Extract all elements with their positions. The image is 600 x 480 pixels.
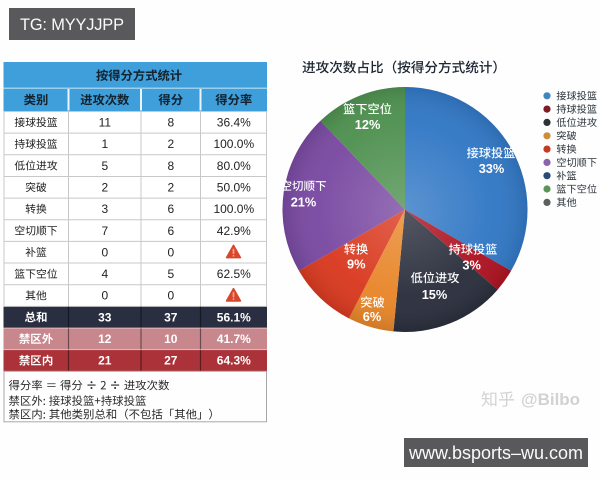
svg-text:6: 6 [167, 224, 174, 238]
svg-text:12%: 12% [355, 117, 381, 132]
svg-text:41.7%: 41.7% [217, 332, 251, 346]
svg-text:9%: 9% [347, 256, 366, 271]
svg-text:4: 4 [101, 267, 108, 281]
svg-text:8: 8 [167, 116, 174, 130]
svg-text:www.bsports–wu.com: www.bsports–wu.com [408, 443, 583, 463]
svg-text:37: 37 [164, 310, 178, 324]
svg-text:62.5%: 62.5% [217, 267, 251, 281]
svg-text:6: 6 [167, 202, 174, 216]
svg-text:21%: 21% [291, 195, 317, 210]
svg-text:TG: MYYJJPP: TG: MYYJJPP [20, 16, 124, 34]
svg-text:2: 2 [101, 181, 108, 195]
svg-text:1: 1 [101, 137, 108, 151]
svg-text:@Bilbo: @Bilbo [522, 391, 581, 410]
svg-text:56.1%: 56.1% [217, 310, 251, 324]
svg-text:3%: 3% [462, 257, 481, 272]
svg-text:21: 21 [98, 354, 112, 368]
svg-text:100.0%: 100.0% [213, 202, 254, 216]
svg-text:27: 27 [164, 354, 178, 368]
svg-text:5: 5 [167, 267, 174, 281]
svg-text:7: 7 [101, 224, 108, 238]
svg-text:8: 8 [167, 159, 174, 173]
svg-text:50.0%: 50.0% [217, 181, 251, 195]
svg-text:10: 10 [164, 332, 178, 346]
svg-text:100.0%: 100.0% [213, 137, 254, 151]
svg-text:0: 0 [101, 289, 108, 303]
svg-text:0: 0 [167, 289, 174, 303]
svg-text:80.0%: 80.0% [217, 159, 251, 173]
svg-text:@Bilbo: @Bilbo [521, 390, 580, 409]
svg-text:5: 5 [101, 159, 108, 173]
svg-text:0: 0 [167, 245, 174, 259]
svg-text:2: 2 [167, 137, 174, 151]
svg-text:6%: 6% [363, 309, 382, 324]
svg-text:64.3%: 64.3% [217, 354, 251, 368]
svg-text:3: 3 [101, 202, 108, 216]
svg-text:42.9%: 42.9% [217, 224, 251, 238]
svg-text:12: 12 [98, 332, 112, 346]
svg-text:33: 33 [98, 310, 112, 324]
svg-text:11: 11 [99, 116, 112, 130]
svg-text:0: 0 [101, 245, 108, 259]
svg-text:33%: 33% [479, 161, 505, 176]
svg-text:2: 2 [167, 181, 174, 195]
svg-text:15%: 15% [422, 287, 448, 302]
svg-text:36.4%: 36.4% [217, 116, 251, 130]
